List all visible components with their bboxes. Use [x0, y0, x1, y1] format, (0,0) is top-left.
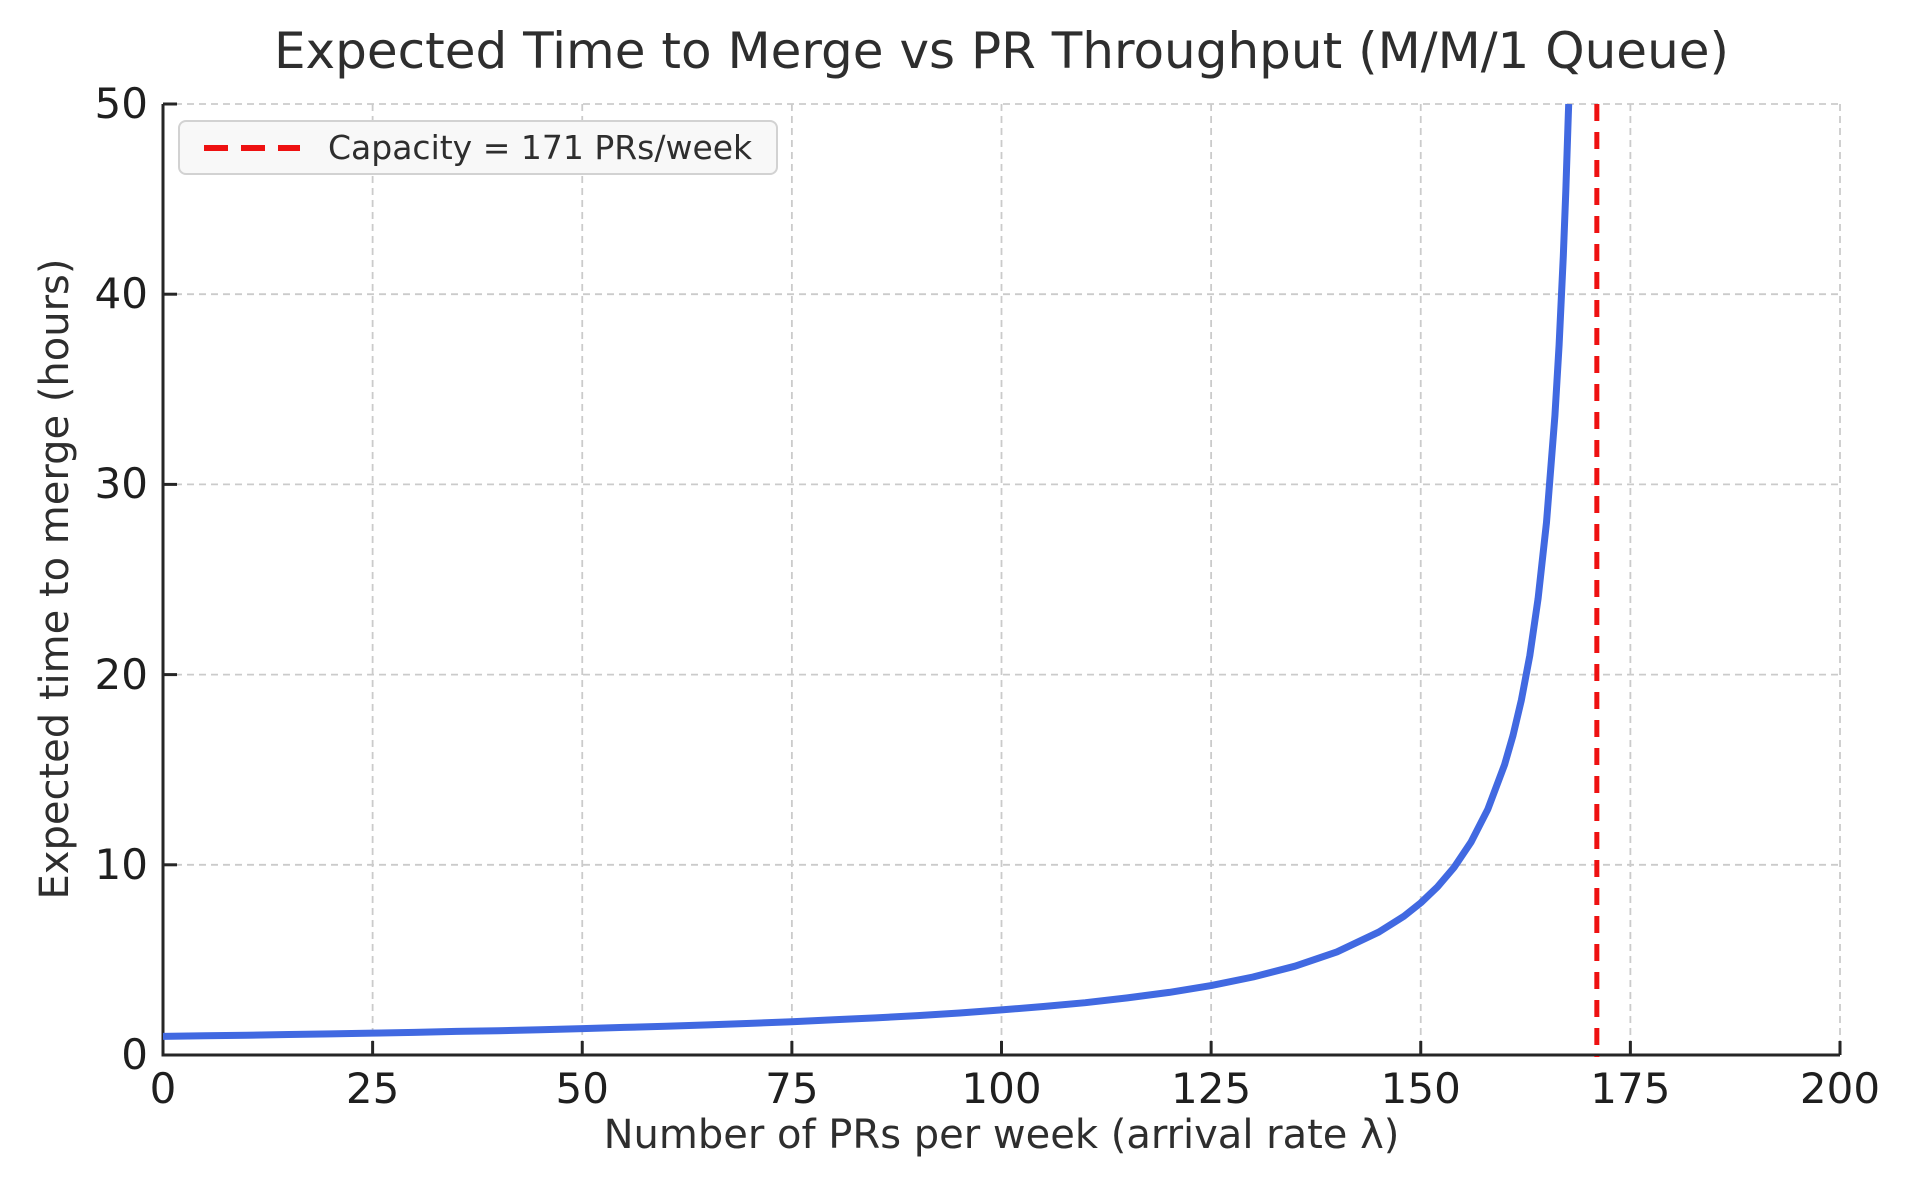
x-tick-label: 125	[1171, 1064, 1252, 1113]
y-tick-label: 50	[94, 79, 148, 128]
legend-label: Capacity = 171 PRs/week	[328, 128, 753, 167]
y-axis-label: Expected time to merge (hours)	[32, 258, 78, 900]
y-tick-label: 30	[94, 459, 148, 509]
x-tick-label: 0	[149, 1064, 177, 1113]
y-tick-label: 40	[94, 269, 148, 319]
x-tick-label: 25	[345, 1064, 400, 1113]
y-tick-label: 0	[121, 1030, 148, 1079]
expected-time-curve	[162, 103, 1573, 1040]
legend-dashed-line-sample	[204, 144, 300, 151]
x-axis-label: Number of PRs per week (arrival rate λ)	[603, 1112, 1400, 1158]
chart-title: Expected Time to Merge vs PR Throughput …	[273, 22, 1730, 80]
x-tick-label: 75	[765, 1064, 819, 1113]
legend: Capacity = 171 PRs/week	[178, 120, 779, 175]
y-tick-label: 10	[94, 839, 148, 889]
x-tick-label: 175	[1590, 1064, 1671, 1113]
x-tick-label: 150	[1380, 1064, 1461, 1113]
x-tick-label: 200	[1799, 1064, 1881, 1113]
x-tick-label: 100	[961, 1064, 1042, 1113]
x-tick-label: 50	[555, 1064, 609, 1113]
y-tick-label: 20	[94, 649, 148, 699]
